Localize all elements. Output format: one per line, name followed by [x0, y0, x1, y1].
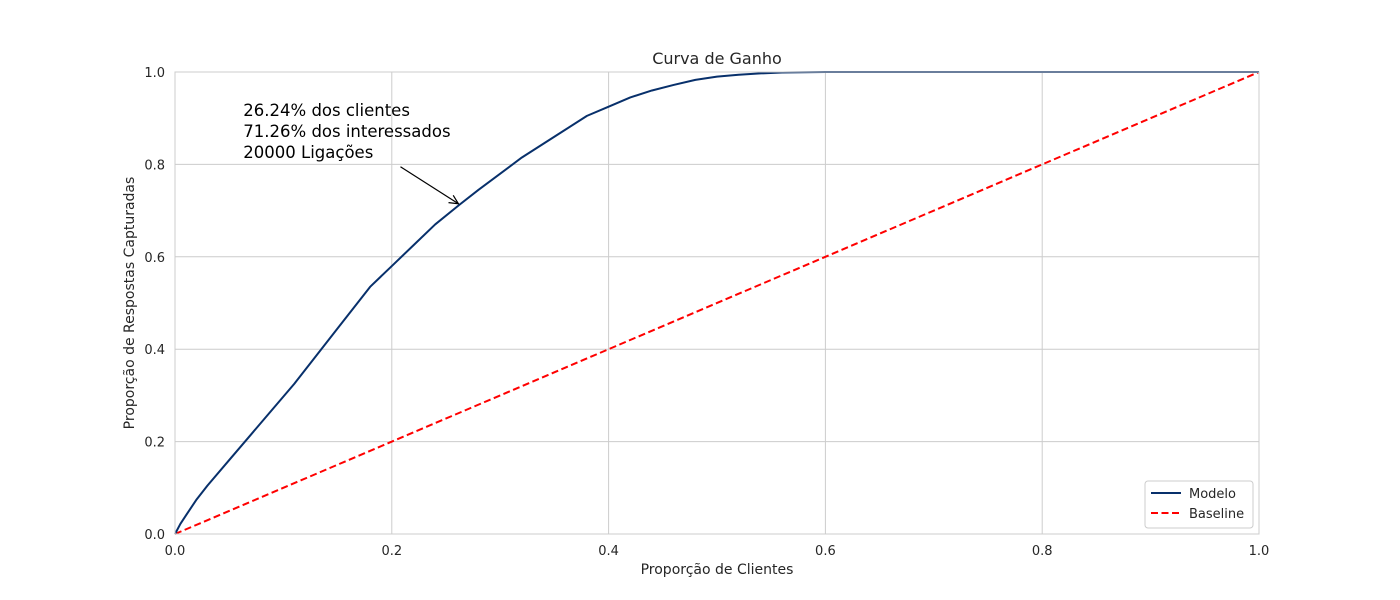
plot-frame — [174, 71, 1260, 535]
series-line-baseline — [174, 71, 1260, 535]
x-tick-labels: 0.0 0.2 0.4 0.6 0.8 1.0 — [165, 544, 1270, 559]
y-tick-label: 0.2 — [144, 436, 165, 451]
y-tick-labels: 0.0 0.2 0.4 0.6 0.8 1.0 — [144, 66, 165, 543]
x-tick-label: 0.8 — [1032, 544, 1053, 559]
annotation-line: 20000 Ligações — [243, 143, 373, 162]
annotation-arrow-shaft — [400, 166, 459, 205]
series-layer — [174, 71, 1260, 535]
x-tick-label: 0.6 — [815, 544, 836, 559]
y-tick-label: 0.6 — [144, 251, 165, 266]
x-tick-label: 0.4 — [598, 544, 619, 559]
legend-entry-label: Baseline — [1189, 507, 1244, 522]
y-tick-label: 0.4 — [144, 343, 165, 358]
annotation: 26.24% dos clientes 71.26% dos interessad… — [243, 101, 460, 205]
legend-entry-label: Modelo — [1189, 487, 1236, 502]
y-axis-label: Proporção de Respostas Capturadas — [122, 177, 138, 430]
series-line-modelo — [174, 71, 1259, 535]
legend: Modelo Baseline — [1144, 480, 1254, 529]
y-tick-label: 0.8 — [144, 158, 165, 173]
y-tick-label: 0.0 — [144, 528, 165, 543]
annotation-line: 26.24% dos clientes — [243, 101, 410, 120]
x-tick-label: 1.0 — [1249, 544, 1270, 559]
chart-title: Curva de Ganho — [652, 49, 782, 68]
annotation-line: 71.26% dos interessados — [243, 122, 450, 141]
annotation-arrow-head — [448, 194, 460, 205]
x-tick-label: 0.0 — [165, 544, 186, 559]
y-tick-label: 1.0 — [144, 66, 165, 81]
x-axis-label: Proporção de Clientes — [641, 562, 794, 578]
x-tick-label: 0.2 — [381, 544, 402, 559]
